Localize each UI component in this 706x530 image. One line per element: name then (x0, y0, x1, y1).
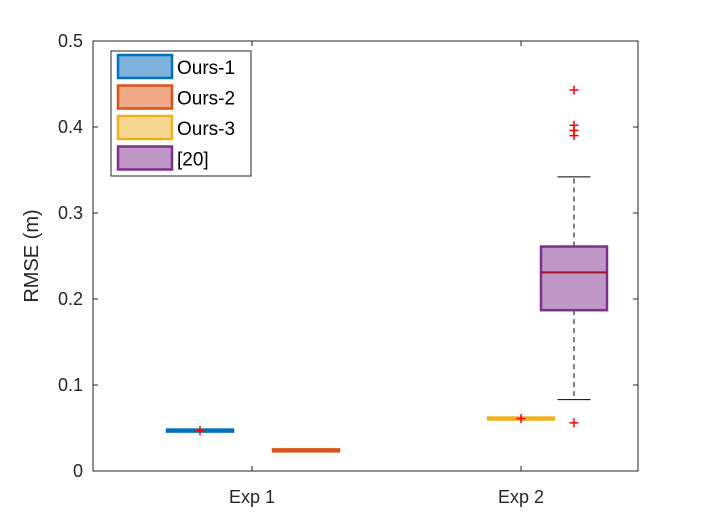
legend-swatch (116, 53, 174, 80)
box-ours3 (486, 414, 556, 424)
outlier-marker (516, 414, 526, 424)
legend-swatch (116, 145, 174, 171)
legend-swatch (116, 84, 174, 110)
legend-label: [20] (177, 150, 209, 171)
x-tick-label: Exp 2 (498, 487, 544, 507)
outlier-marker (569, 120, 579, 130)
axes-box (92, 40, 639, 472)
y-tick-label: 0.2 (58, 289, 83, 309)
box-ours1 (165, 426, 235, 436)
outlier-marker (569, 418, 579, 428)
x-tick-label: Exp 1 (229, 487, 275, 507)
y-axis-label: RMSE (m) (21, 209, 43, 302)
outlier-marker (569, 85, 579, 95)
legend: Ours-1 Ours-2 Ours-3 [20] (110, 50, 252, 177)
box-20 (539, 85, 609, 428)
legend-label: Ours-1 (177, 58, 235, 79)
y-tick-label: 0 (73, 461, 83, 481)
box-ours2 (271, 448, 341, 453)
legend-label: Ours-3 (177, 119, 235, 140)
box-iqr (539, 245, 609, 312)
y-tick-label: 0.5 (58, 31, 83, 51)
legend-label: Ours-2 (177, 89, 235, 110)
y-tick-label: 0.4 (58, 117, 83, 137)
legend-swatch (116, 114, 174, 141)
outlier-marker (195, 426, 205, 436)
y-tick-label: 0.1 (58, 375, 83, 395)
y-tick-label: 0.3 (58, 203, 83, 223)
plot-area: 0 0.1 0.2 0.3 0.4 0.5 Exp 1 Exp 2 (58, 31, 639, 507)
